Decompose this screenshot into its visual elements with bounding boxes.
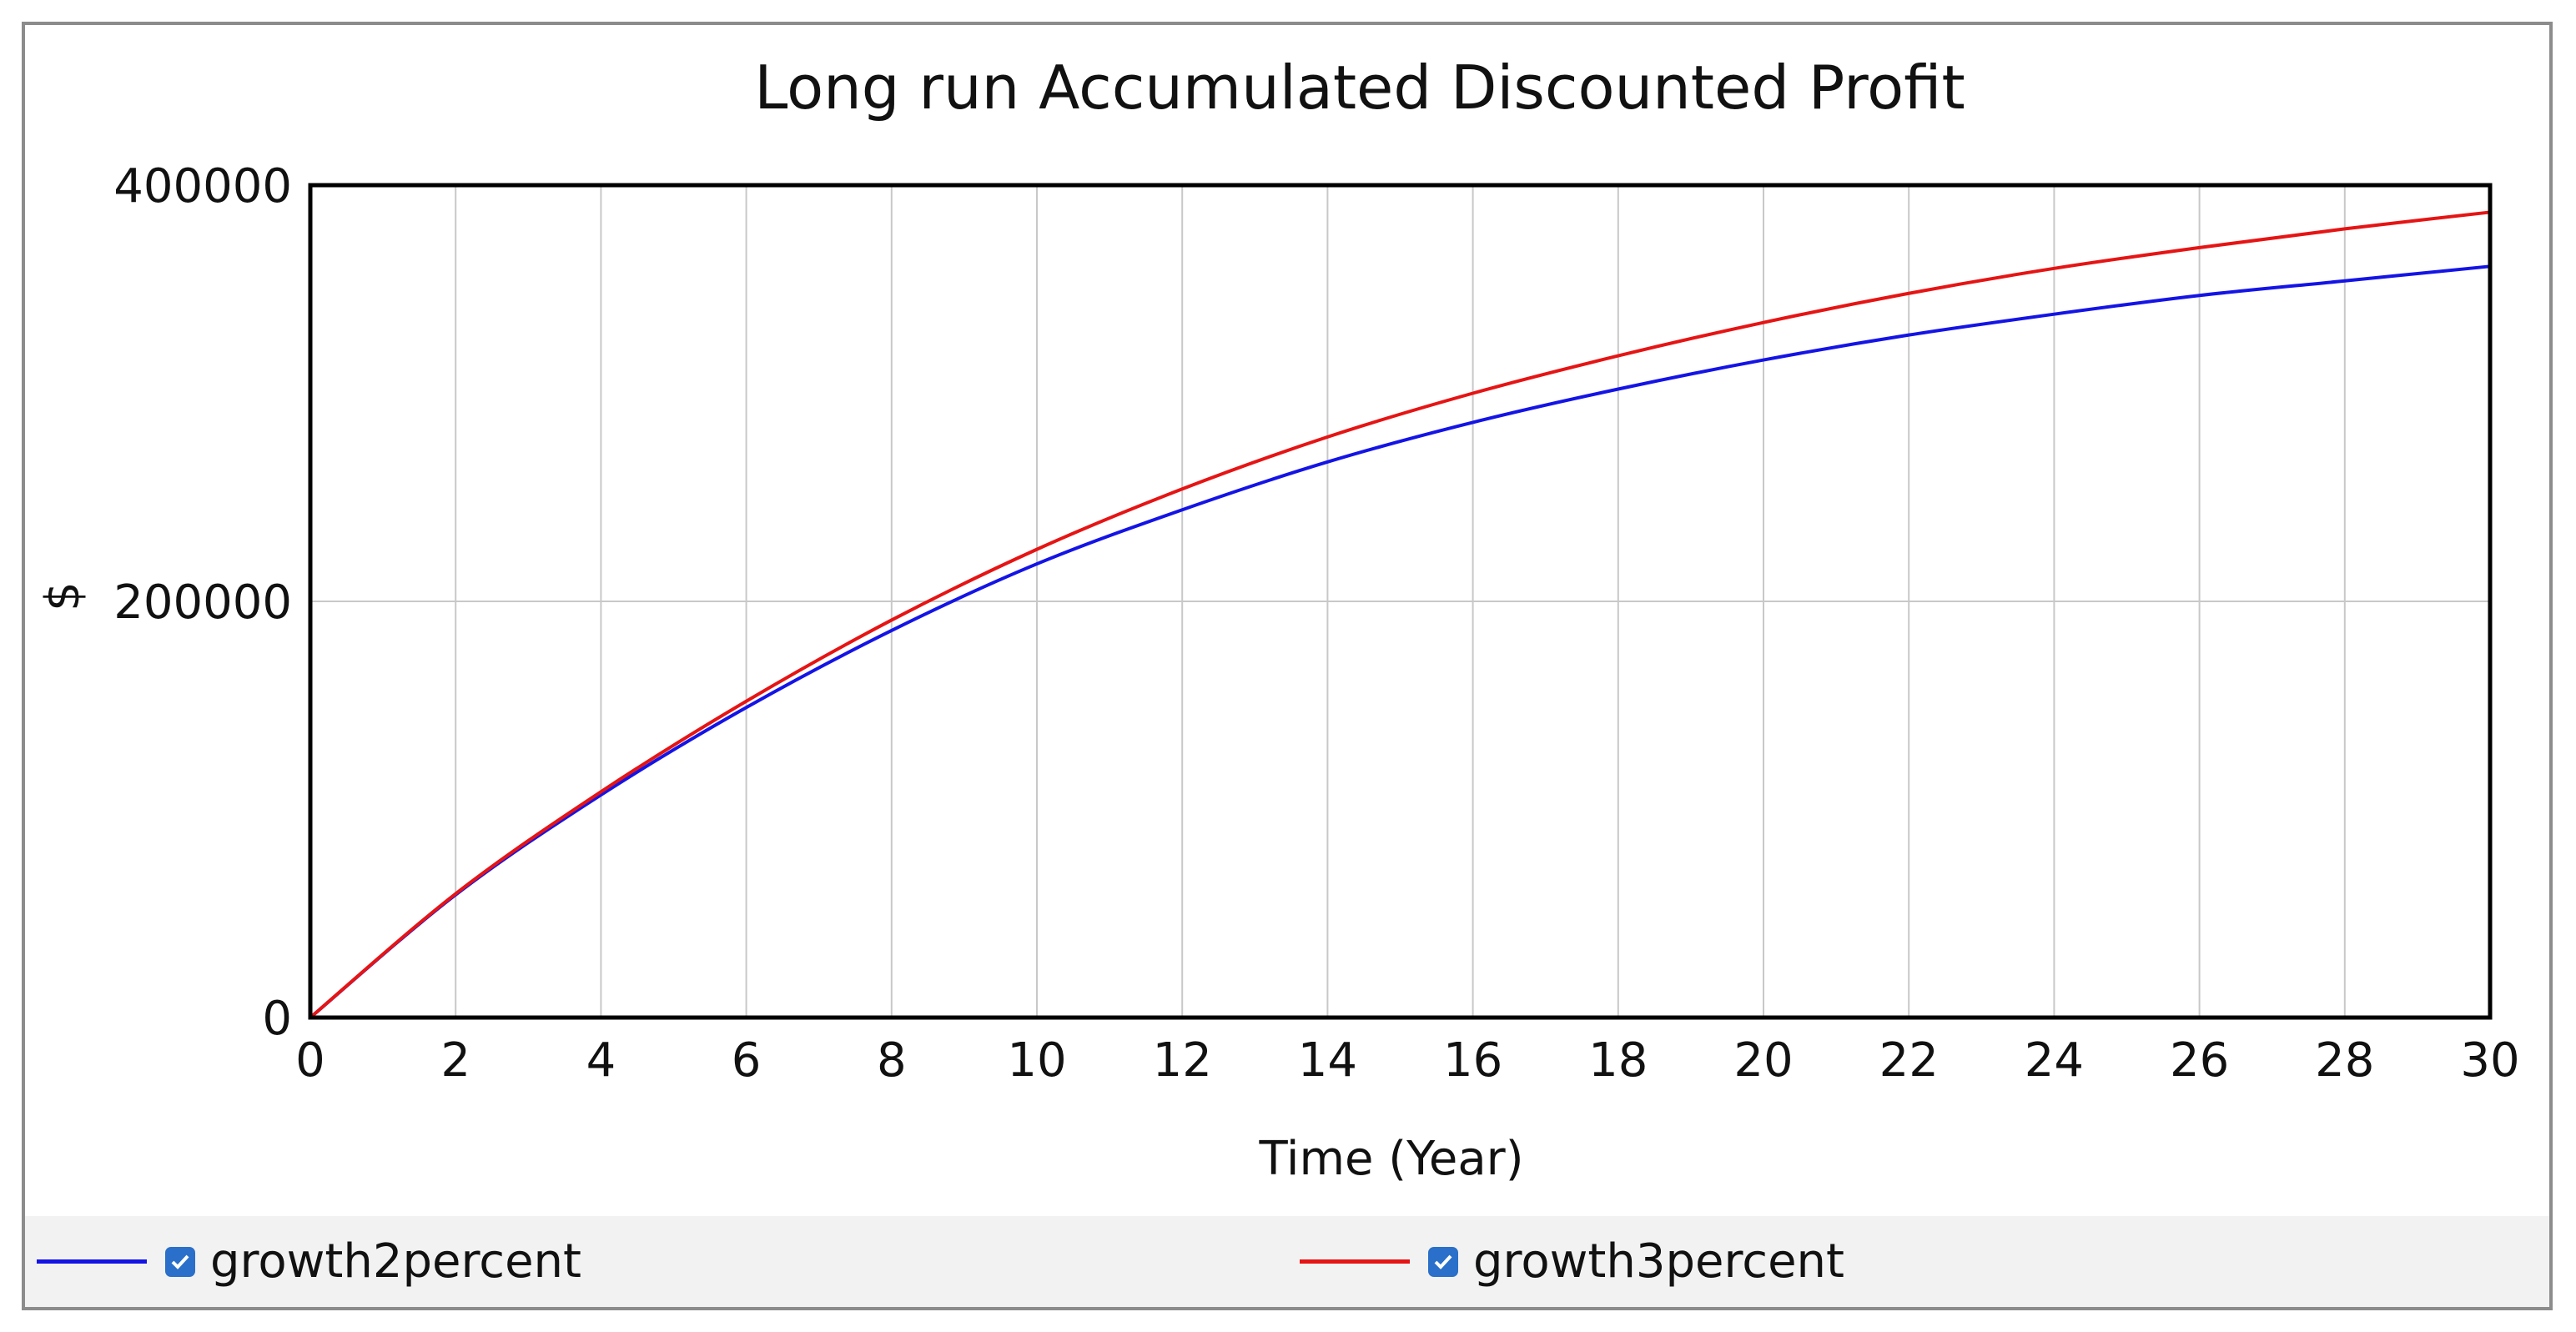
x-tick-label: 2 — [440, 1033, 470, 1088]
y-tick-label: 0 — [262, 992, 292, 1046]
grid-lines — [309, 184, 2491, 1018]
y-tick-label: 200000 — [113, 576, 292, 630]
x-tick-label: 6 — [732, 1033, 762, 1088]
x-tick-label: 26 — [2170, 1033, 2229, 1088]
series-line-growth3percent — [309, 210, 2491, 1019]
y-tick-labels: 0 200000 400000 — [113, 159, 292, 1046]
chart-frame — [22, 22, 2553, 1310]
x-tick-label: 0 — [295, 1033, 325, 1088]
x-tick-label: 14 — [1298, 1033, 1357, 1088]
legend-item-growth2percent[interactable]: growth2percent — [37, 1216, 581, 1307]
y-tick-label: 400000 — [113, 159, 292, 214]
checkbox-checked-icon[interactable] — [165, 1246, 195, 1277]
plot-area-border — [308, 183, 2493, 1020]
series-lines — [309, 210, 2491, 1019]
x-tick-label: 16 — [1443, 1033, 1502, 1088]
legend-swatch-growth2percent — [37, 1259, 147, 1264]
x-tick-label: 22 — [1879, 1033, 1939, 1088]
x-axis-label: Time (Year) — [1258, 1132, 1523, 1186]
checkbox-checked-icon[interactable] — [1428, 1246, 1458, 1277]
x-tick-label: 10 — [1007, 1033, 1066, 1088]
x-tick-label: 18 — [1588, 1033, 1648, 1088]
x-tick-label: 8 — [877, 1033, 907, 1088]
x-tick-label: 20 — [1733, 1033, 1793, 1088]
x-tick-label: 28 — [2315, 1033, 2374, 1088]
legend-label-growth3percent: growth3percent — [1473, 1234, 1844, 1289]
chart-title: Long run Accumulated Discounted Profit — [754, 53, 1965, 123]
x-tick-labels: 0 2 4 6 8 10 12 14 16 18 20 22 24 26 28 30 — [295, 1033, 2519, 1088]
legend-swatch-growth3percent — [1300, 1259, 1410, 1264]
x-tick-label: 4 — [586, 1033, 616, 1088]
chart-canvas: Long run Accumulated Discounted Profit 0… — [36, 53, 2520, 1186]
legend-label-growth2percent: growth2percent — [210, 1234, 581, 1289]
x-tick-label: 12 — [1153, 1033, 1212, 1088]
legend-item-growth3percent[interactable]: growth3percent — [1300, 1216, 1844, 1307]
x-tick-label: 24 — [2025, 1033, 2084, 1088]
x-tick-label: 30 — [2460, 1033, 2519, 1088]
legend: growth2percent growth3percent — [25, 1216, 2549, 1307]
y-axis-label: $ — [36, 581, 90, 611]
series-line-growth2percent — [309, 264, 2491, 1019]
